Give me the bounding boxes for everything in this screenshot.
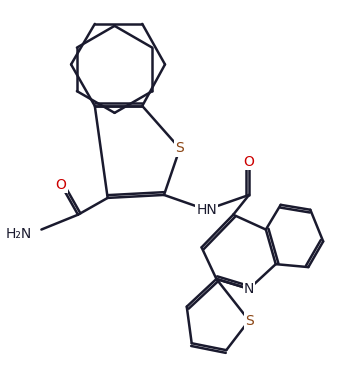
Text: N: N: [244, 282, 254, 296]
Text: S: S: [175, 141, 184, 155]
Text: H₂N: H₂N: [5, 227, 32, 241]
Text: O: O: [243, 155, 254, 169]
Text: HN: HN: [196, 203, 217, 217]
Text: S: S: [245, 313, 253, 327]
Text: O: O: [56, 178, 67, 192]
